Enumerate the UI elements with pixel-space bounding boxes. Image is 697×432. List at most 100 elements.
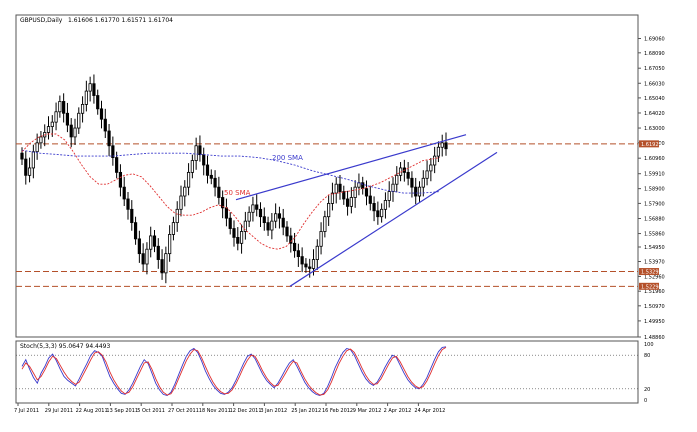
x-tick-label: 25 Jan 2012 [291, 408, 321, 414]
x-tick-label: 2 Apr 2012 [384, 408, 412, 414]
candle-body [277, 213, 282, 219]
chart-title: GBPUSD,Daily [20, 17, 63, 24]
candle-body [118, 171, 123, 188]
candle-body [391, 183, 395, 192]
candle-body [349, 197, 353, 207]
candle-body [69, 124, 73, 138]
candle-body [99, 108, 104, 120]
candle-body [338, 183, 342, 192]
candle-body [35, 142, 39, 153]
candle-body [270, 220, 274, 231]
candle-body [429, 164, 433, 172]
y-tick-label: 1.49950 [644, 319, 665, 325]
candle-body [130, 208, 134, 224]
candle-body [376, 210, 380, 218]
y-tick-label: 1.65040 [644, 96, 665, 102]
candle-body [342, 191, 346, 200]
x-tick-label: 12 Dec 2011 [230, 408, 262, 414]
y-tick-label: 1.53970 [644, 259, 665, 265]
candle-body [171, 222, 176, 235]
candle-body [345, 198, 350, 207]
y-tick-label: 1.60960 [644, 156, 665, 162]
candle-body [65, 112, 70, 126]
candle-body [274, 213, 278, 222]
price-tag-label: 1.61929 [641, 142, 662, 148]
price-tag-label: 1.52294 [641, 284, 662, 290]
candle-body [122, 186, 126, 200]
candle-body [73, 127, 77, 138]
stoch-panel [15, 340, 639, 404]
price-tags: 1.61929 1.53292 1.52294 [639, 140, 662, 290]
price-tag-box [639, 268, 659, 276]
y-tick-label: 1.57900 [644, 201, 665, 207]
candle-body [217, 186, 221, 198]
candle-body [323, 216, 327, 232]
candle-body [387, 191, 391, 201]
candle-body [179, 195, 183, 210]
candle-body [327, 203, 331, 218]
x-tick-label: 18 Nov 2011 [199, 408, 231, 414]
candle-body [111, 145, 115, 159]
candle-body [353, 186, 357, 198]
trendlines [235, 134, 498, 287]
candle-body [221, 197, 225, 209]
candle-body [205, 164, 210, 176]
y-tick-label: 1.66030 [644, 81, 665, 87]
candle-body [330, 192, 335, 204]
candle-body [425, 170, 429, 179]
y-tick-label: 1.50970 [644, 304, 665, 310]
candle-body [88, 83, 92, 92]
y-tick-label: 1.48860 [644, 335, 665, 341]
moving-averages [21, 133, 441, 250]
candle-body [190, 160, 194, 173]
price-axis: 1.69060 1.68090 1.67050 1.66030 1.65040 1.640… [638, 36, 665, 341]
candle-body [183, 186, 187, 197]
candle-body [224, 207, 229, 219]
candle-body [380, 208, 384, 218]
x-tick-label: 9 Mar 2012 [353, 408, 382, 414]
y-tick-label: 1.56880 [644, 216, 665, 222]
sma200-line [21, 149, 441, 194]
candle-body [156, 245, 160, 260]
candle-body [289, 235, 293, 244]
y-tick-label: 1.64020 [644, 111, 665, 117]
x-tick-label: 27 Oct 2011 [168, 408, 199, 414]
candle-body [213, 177, 217, 188]
candle-body [364, 188, 369, 197]
x-tick-label: 16 Feb 2012 [322, 408, 353, 414]
sma50-line [21, 133, 441, 250]
candle-body [281, 217, 285, 228]
candle-body [152, 235, 157, 247]
candle-body [319, 231, 323, 247]
candle-body [243, 220, 247, 232]
candle-body [92, 83, 96, 96]
x-tick-label: 7 Jul 2011 [14, 408, 39, 414]
candle-body [20, 152, 24, 160]
candle-body [372, 203, 376, 212]
candle-body [194, 145, 198, 161]
candle-body [440, 142, 444, 148]
stoch-title: Stoch(5,3,3) 95.0647 94.4493 [20, 343, 111, 350]
candle-body [436, 146, 441, 157]
price-panel [15, 14, 639, 338]
candle-body [50, 121, 54, 127]
candle-body [77, 112, 81, 129]
candle-body [149, 235, 153, 250]
sma50-label: 50 SMA [224, 189, 251, 197]
candle-body [46, 126, 51, 133]
candle-body [315, 245, 319, 260]
candle-body [433, 155, 437, 166]
x-tick-label: 24 Apr 2012 [414, 408, 445, 414]
stoch-tick-label: 20 [644, 387, 650, 393]
x-tick-label: 29 Jul 2011 [45, 408, 73, 414]
candle-body [198, 145, 202, 156]
candle-body [266, 222, 270, 231]
candle-body [103, 118, 107, 132]
candle-body [164, 253, 168, 274]
candle-body [107, 130, 111, 147]
candle-body [414, 186, 418, 197]
y-tick-label: 1.68090 [644, 51, 665, 57]
candle-body [255, 204, 259, 210]
